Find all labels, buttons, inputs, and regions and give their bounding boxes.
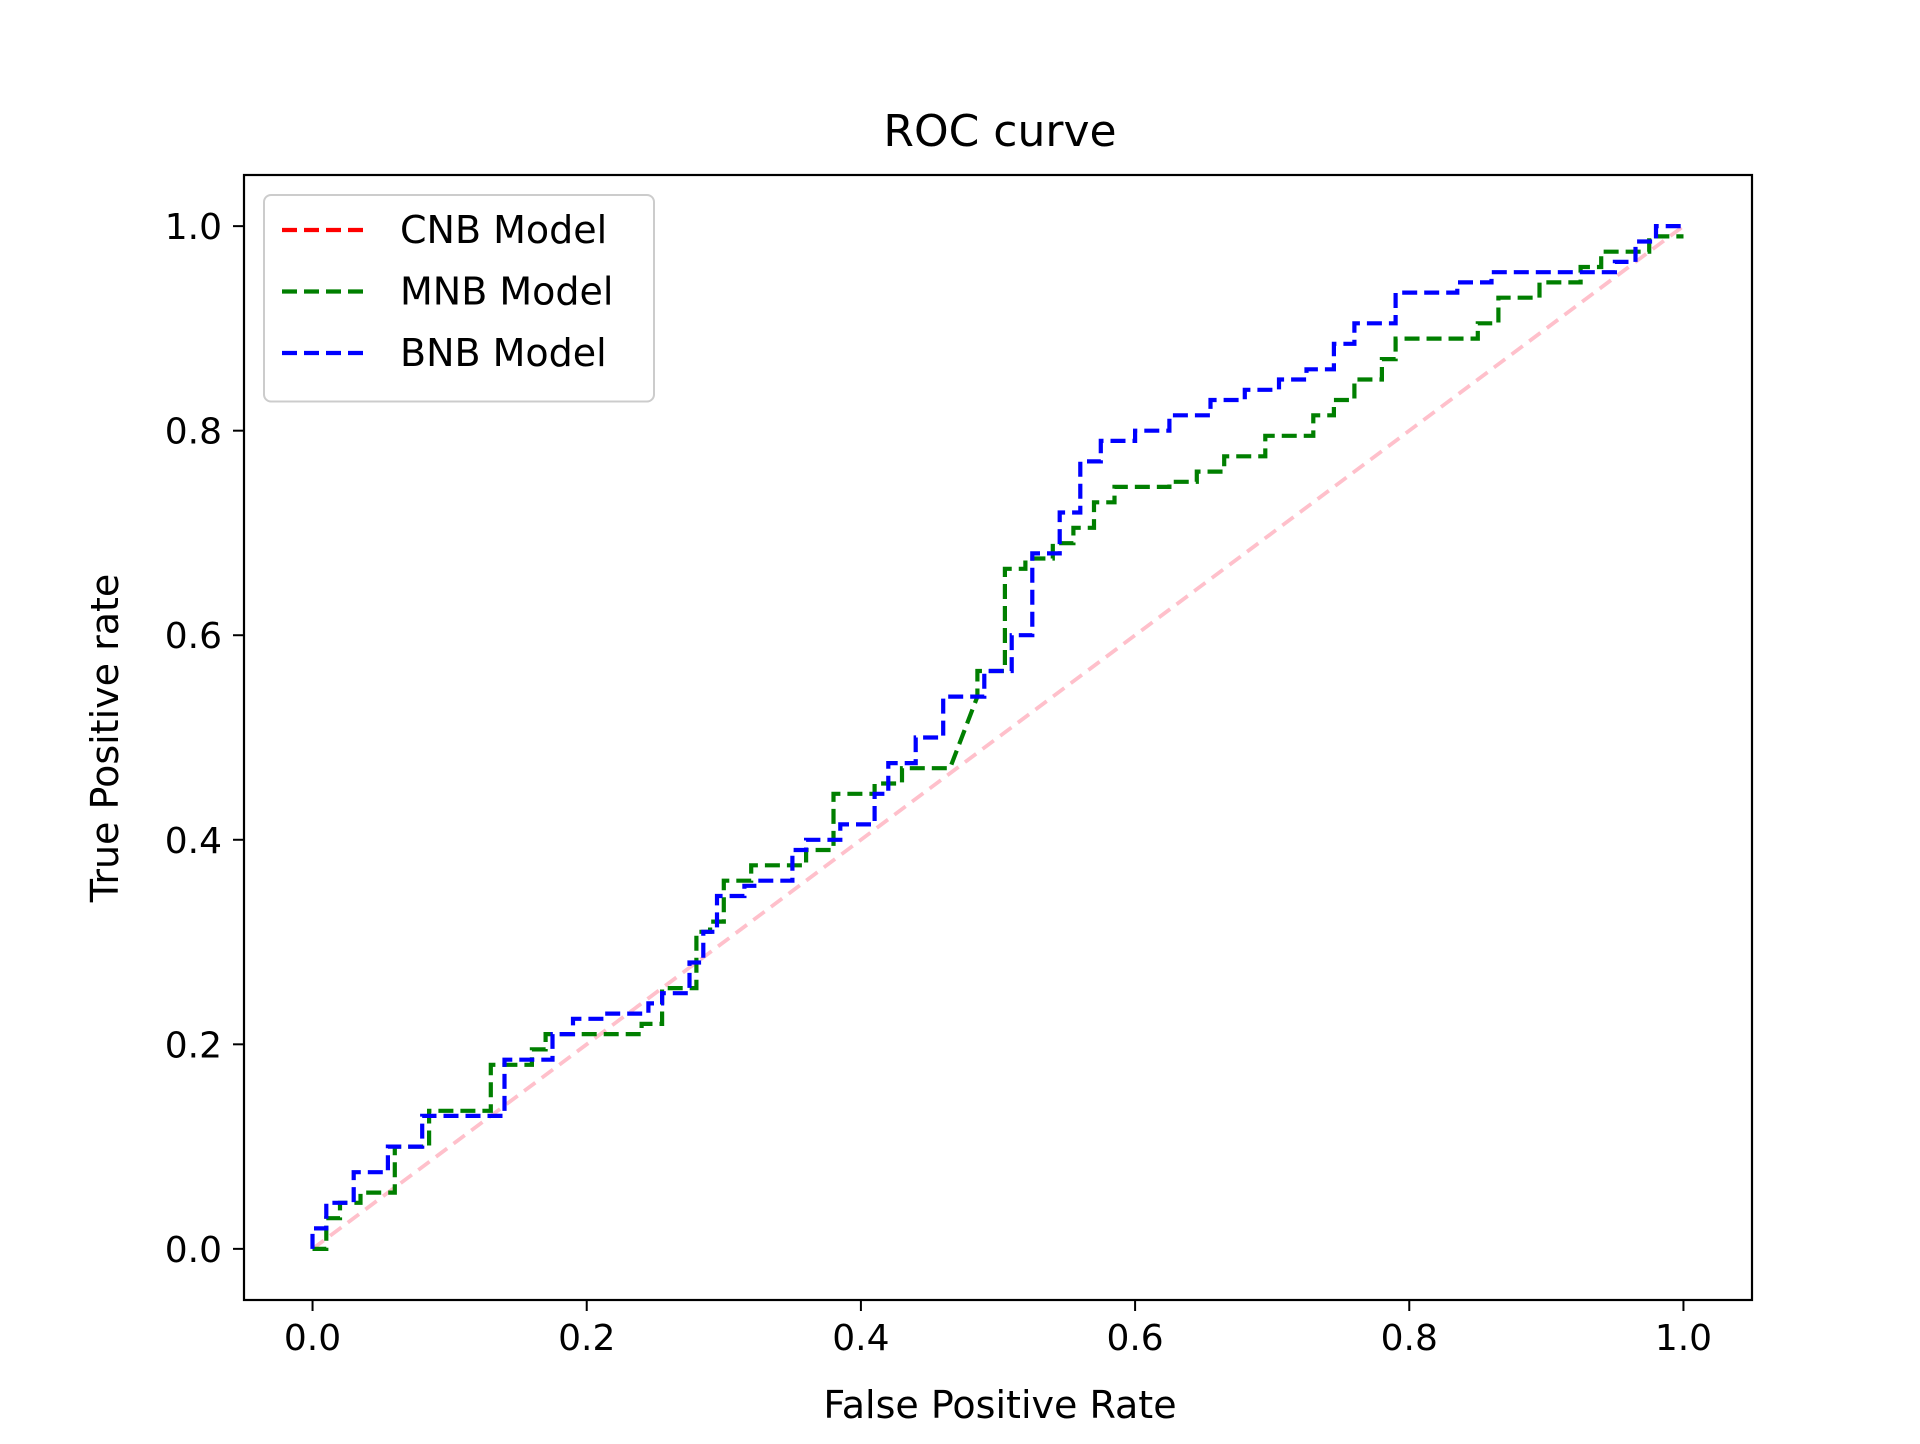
x-tick-label: 0.4 xyxy=(832,1318,889,1359)
chart-title: ROC curve xyxy=(883,106,1116,157)
y-tick-label: 0.2 xyxy=(165,1025,222,1066)
y-tick-label: 0.6 xyxy=(165,616,222,657)
legend-label-cnb-model: CNB Model xyxy=(400,208,607,252)
legend-box xyxy=(263,194,655,403)
y-tick-label: 1.0 xyxy=(165,207,222,248)
x-tick-label: 0.2 xyxy=(558,1318,615,1359)
plot-area: 0.0 0.2 0.4 0.6 0.8 1.0 0.0 0.2 0.4 0.6 0.8 1.0 CNB … xyxy=(165,173,1754,1359)
y-tick-label: 0.0 xyxy=(165,1230,222,1271)
x-tick-label: 0.6 xyxy=(1106,1318,1163,1359)
series-line-mnb-model xyxy=(312,234,1684,1252)
plot-frame xyxy=(242,173,1754,1302)
legend-label-bnb-model: BNB Model xyxy=(400,331,607,375)
series-line-bnb-model xyxy=(310,224,1684,1249)
x-tick-label: 0.0 xyxy=(284,1318,341,1359)
x-axis-label: False Positive Rate xyxy=(823,1383,1176,1427)
y-tick-label: 0.4 xyxy=(165,821,222,862)
y-axis-label: True Positive rate xyxy=(83,574,127,904)
legend-label-mnb-model: MNB Model xyxy=(400,270,613,314)
y-tick-label: 0.8 xyxy=(165,412,222,453)
x-tick-label: 1.0 xyxy=(1655,1318,1712,1359)
x-tick-label: 0.8 xyxy=(1381,1318,1438,1359)
